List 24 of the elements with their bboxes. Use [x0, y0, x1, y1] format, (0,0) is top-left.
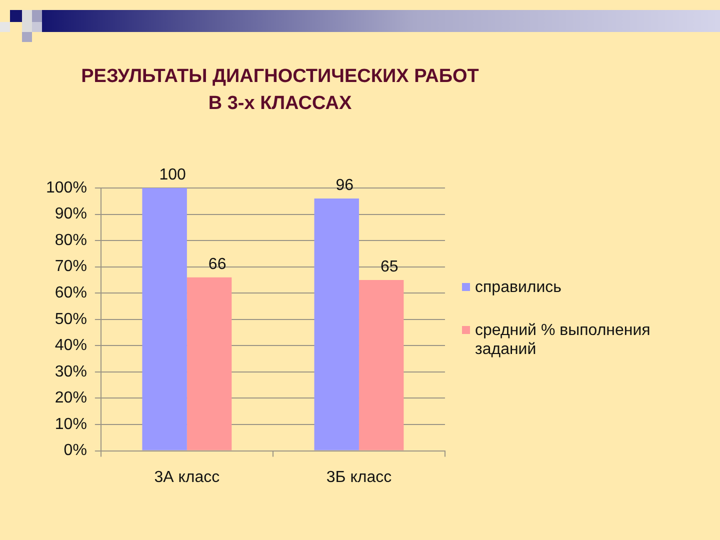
data-label: 96: [336, 176, 354, 194]
y-tick-label: 20%: [54, 390, 87, 407]
bar: [314, 198, 359, 450]
bar: [186, 277, 232, 450]
y-tick-label: 90%: [54, 206, 87, 223]
data-label: 66: [208, 256, 226, 273]
legend-label: средний % выполнения заданий: [475, 321, 652, 359]
legend-label: справились: [475, 278, 563, 297]
data-label: 100: [159, 166, 186, 184]
y-tick-label: 40%: [54, 337, 87, 354]
y-tick-label: 70%: [54, 258, 87, 276]
y-tick-label: 60%: [54, 284, 87, 302]
x-tick-label: 3Б класс: [326, 468, 392, 486]
y-tick-label: 100%: [46, 179, 87, 196]
y-tick-label: 10%: [54, 416, 87, 433]
y-tick-label: 30%: [54, 363, 87, 380]
x-tick-label: 3А класс: [154, 468, 220, 486]
data-label: 65: [380, 258, 398, 276]
bar: [358, 280, 404, 450]
chart-title: РЕЗУЛЬТАТЫ ДИАГНОСТИЧЕСКИХ РАБОТ В 3-х КЛАССАХ: [80, 65, 480, 116]
bar: [142, 188, 187, 450]
y-tick-label: 80%: [54, 232, 87, 249]
y-tick-label: 50%: [54, 310, 87, 328]
y-tick-label: 0%: [64, 442, 87, 460]
